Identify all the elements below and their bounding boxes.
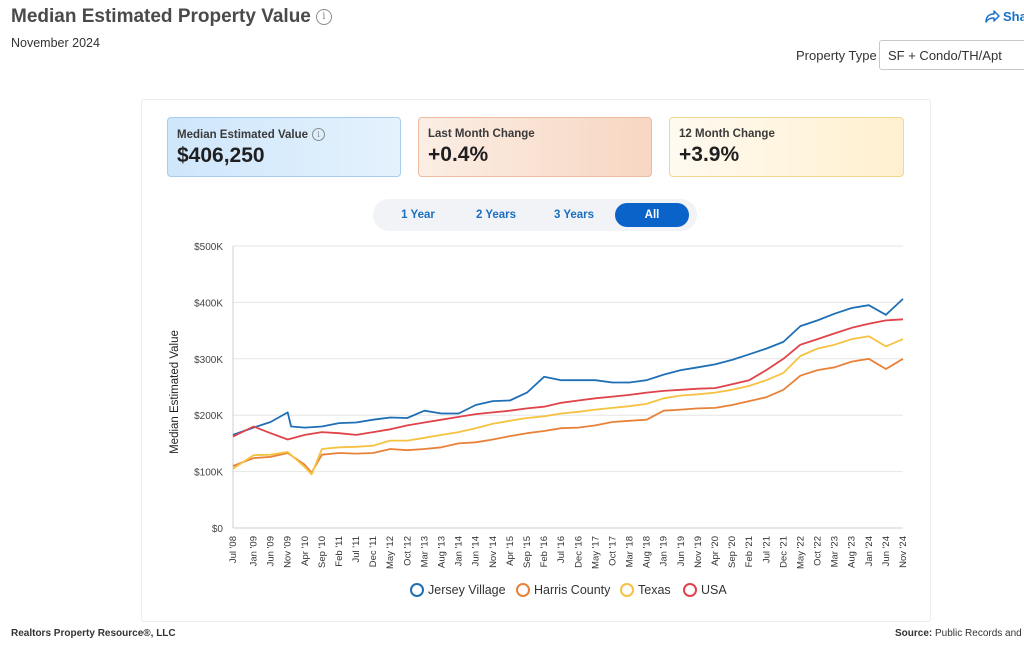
x-tick-label: Feb '16 [539,536,550,567]
legend-label: Harris County [534,583,611,597]
card-label: Median Estimated Value i [177,128,391,141]
x-tick-label: Jul '11 [351,536,362,562]
x-tick-label: Apr '15 [505,536,516,566]
x-tick-label: Jul '16 [556,536,567,563]
x-tick-label: Jun '24 [881,536,892,566]
x-tick-label: Jun '14 [471,536,482,566]
x-tick-label: Oct '22 [813,536,824,566]
card-label: 12 Month Change [679,128,775,140]
x-tick-label: Mar '23 [830,536,841,567]
property-type-label: Property Type [796,48,877,63]
legend-marker [683,583,697,597]
x-tick-label: Jan '14 [454,536,465,566]
y-tick-label: $200K [194,411,223,422]
chart-panel [141,99,931,622]
x-tick-label: Jul '21 [761,536,772,563]
x-tick-label: Apr '10 [300,536,311,566]
series-line-usa [232,318,904,441]
x-tick-label: Sep '10 [317,536,328,568]
y-axis-label: Median Estimated Value [169,330,181,454]
x-tick-label: Jun '09 [266,536,277,566]
y-tick-label: $100K [194,468,223,479]
legend-item-texas[interactable]: Texas [620,583,671,597]
x-tick-label: May '22 [795,536,806,569]
x-tick-label: Nov '19 [693,536,704,568]
legend-label: Texas [638,583,671,597]
x-tick-label: Dec '11 [368,536,379,567]
legend-marker [516,583,530,597]
legend-label: USA [701,583,727,597]
tab-2-years[interactable]: 2 Years [475,209,517,221]
x-tick-label: Dec '16 [573,536,584,568]
legend-item-jersey-village[interactable]: Jersey Village [410,583,506,597]
share-icon [985,10,1000,23]
legend-marker [410,583,424,597]
share-button[interactable]: Sha [984,9,1024,24]
tab-3-years[interactable]: 3 Years [553,209,595,221]
series-line-harris-county [232,357,904,474]
x-tick-label: Jan '24 [864,536,875,566]
x-tick-label: Jan '19 [659,536,670,566]
legend-label: Jersey Village [428,583,506,597]
x-tick-label: Sep '15 [522,536,533,568]
info-icon[interactable]: i [312,128,326,141]
x-tick-label: Apr '20 [710,536,721,566]
info-icon[interactable]: i [315,9,332,25]
time-range-tabs: 1 Year 2 Years 3 Years All [373,199,697,231]
x-tick-label: Dec '21 [778,536,789,568]
twelve-month-change-card: 12 Month Change +3.9% [669,117,904,177]
x-tick-label: Aug '13 [437,536,448,568]
x-tick-label: Sep '20 [727,536,738,568]
y-tick-label: $300K [194,355,223,366]
x-tick-label: Aug '18 [642,536,653,568]
y-tick-label: $400K [194,298,223,309]
card-label: Last Month Change [428,128,535,140]
tab-1-year[interactable]: 1 Year [401,209,435,221]
page-subtitle: November 2024 [11,36,100,50]
y-tick-label: $500K [194,242,223,253]
x-tick-label: Mar '13 [419,536,430,567]
property-type-select[interactable]: SF + Condo/TH/Apt [879,40,1024,70]
x-tick-label: Jun '19 [676,536,687,566]
y-tick-label: $0 [212,524,224,535]
share-label: Sha [1003,9,1024,24]
tab-all[interactable]: All [615,203,689,227]
page-title: Median Estimated Property Value i [11,6,332,28]
x-tick-label: Jul '08 [228,536,239,563]
x-tick-label: Feb '11 [334,536,345,567]
x-tick-label: Nov '14 [488,536,499,568]
card-value: +3.9% [679,143,740,166]
x-tick-label: Oct '17 [607,536,618,566]
last-month-change-card: Last Month Change +0.4% [418,117,652,177]
x-tick-label: Mar '18 [625,536,636,567]
footer-copyright: Realtors Property Resource®, LLC [11,628,176,639]
x-tick-label: Nov '24 [898,536,909,568]
x-tick-label: May '12 [385,536,396,569]
footer-source: Source: Public Records and [895,628,1022,639]
x-tick-label: Aug '23 [847,536,858,568]
x-tick-label: Feb '21 [744,536,755,567]
median-value-card: Median Estimated Value i $406,250 [167,117,401,177]
card-value: $406,250 [177,144,265,167]
legend-marker [620,583,634,597]
x-tick-label: Nov '09 [283,536,294,568]
card-value: +0.4% [428,143,489,166]
x-tick-label: May '17 [590,536,601,569]
series-line-jersey-village [232,298,904,436]
x-tick-label: Oct '12 [402,536,413,566]
x-tick-label: Jan '09 [249,536,260,566]
legend-item-harris-county[interactable]: Harris County [516,583,610,597]
series-line-texas [232,335,904,476]
legend-item-usa[interactable]: USA [683,583,727,597]
